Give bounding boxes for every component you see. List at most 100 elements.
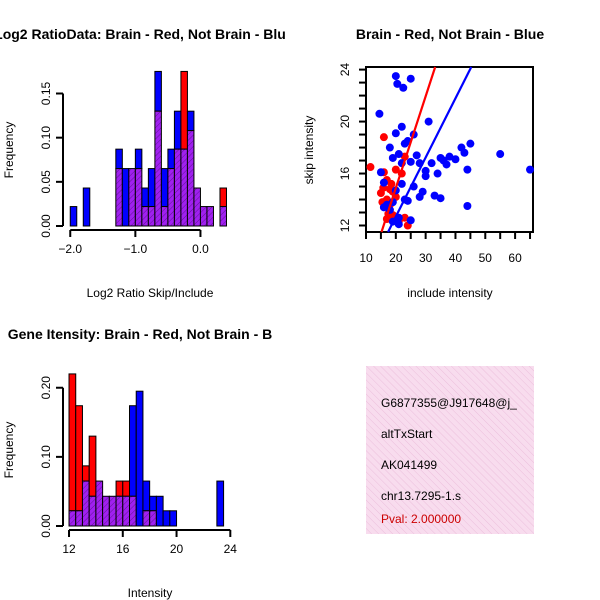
not-brain-point — [463, 165, 472, 174]
not-brain-point — [391, 129, 400, 138]
overlap-hatching — [69, 510, 76, 526]
not-brain-point — [496, 150, 505, 159]
overlap-hatching — [82, 481, 90, 526]
y-axis-label: Frequency — [2, 422, 16, 479]
y-tick-label: 0.05 — [39, 170, 53, 194]
not-brain-point — [424, 117, 433, 126]
histogram-bar — [186, 110, 195, 132]
overlap-hatching — [115, 168, 123, 226]
x-tick-label: 20 — [170, 542, 184, 556]
histogram-bar — [216, 480, 225, 527]
not-brain-point — [451, 155, 460, 164]
not-brain-point — [379, 203, 388, 212]
overlap-hatching — [129, 496, 137, 526]
brain-point — [387, 179, 396, 188]
not-brain-point — [463, 202, 472, 211]
not-brain-point — [379, 178, 388, 187]
histogram-bars — [69, 70, 227, 227]
not-brain-point — [375, 109, 384, 118]
info-background — [366, 366, 534, 534]
y-tick-label: 16 — [338, 167, 352, 181]
overlap-hatching — [102, 496, 110, 526]
histogram-bar — [134, 148, 143, 170]
histogram-bar — [155, 495, 164, 527]
histogram-bar — [219, 187, 227, 208]
overlap-hatching — [95, 481, 103, 526]
histogram-bar — [115, 148, 123, 170]
x-axis: 12 16 20 24 — [62, 529, 237, 556]
overlap-hatching — [135, 168, 142, 226]
not-brain-point — [406, 216, 415, 225]
histogram-bar — [169, 510, 178, 527]
not-brain-point — [427, 159, 436, 168]
x-tick-label: 60 — [508, 251, 522, 265]
histogram-bar — [162, 510, 171, 527]
chart-title: Log2 RatioData: Brain - Red, Not Brain -… — [0, 26, 286, 42]
x-axis: −2.0 −1.0 0.0 — [58, 229, 209, 256]
not-brain-point — [376, 168, 385, 177]
brain-point — [400, 213, 409, 222]
histogram-bar — [129, 405, 137, 497]
histogram-bar — [69, 206, 78, 227]
overlap-hatching — [75, 510, 83, 526]
fit-lines — [380, 66, 473, 233]
log2-ratio-histogram: Log2 RatioData: Brain - Red, Not Brain -… — [0, 26, 286, 300]
not-brain-point — [526, 165, 535, 174]
not-brain-point — [393, 79, 402, 88]
not-brain-point — [442, 160, 451, 169]
y-tick-label: 20 — [338, 115, 352, 129]
histogram-bar — [135, 390, 144, 527]
event-type: altTxStart — [381, 427, 433, 441]
x-tick-label: 20 — [389, 251, 403, 265]
histogram-bar — [81, 465, 90, 482]
event-info-panel: G6877355@J917648@j_ altTxStart AK041499 … — [366, 366, 534, 534]
histogram-bar — [82, 187, 91, 227]
overlap-hatching — [206, 206, 214, 226]
overlap-hatching — [187, 130, 194, 226]
not-brain-point — [406, 157, 415, 166]
x-axis-label: Intensity — [128, 586, 173, 600]
x-axis-label: Log2 Ratio Skip/Include — [87, 286, 214, 300]
histogram-bar — [149, 495, 157, 512]
not-brain-point — [445, 152, 454, 161]
not-brain-fit-line — [387, 66, 473, 233]
x-tick-label: 0.0 — [192, 242, 209, 256]
gene-intensity-histogram: Gene Itensity: Brain - Red, Not Brain - … — [2, 326, 272, 600]
brain-fit-line — [380, 66, 437, 233]
histogram-bar — [173, 110, 182, 150]
y-tick-label: 0.00 — [39, 214, 53, 238]
not-brain-point — [394, 150, 403, 159]
overlap-hatching — [148, 206, 155, 226]
brain-point — [366, 163, 375, 172]
overlap-hatching — [180, 149, 188, 226]
overlap-hatching — [161, 206, 168, 226]
y-tick-label: 12 — [338, 219, 352, 233]
histogram-bar — [142, 480, 151, 512]
x-tick-label: −2.0 — [58, 242, 82, 256]
not-brain-point — [433, 169, 442, 178]
not-brain-point — [385, 143, 394, 152]
not-brain-point — [388, 153, 397, 162]
x-tick-label: 40 — [449, 251, 463, 265]
y-axis: 0.00 0.05 0.10 0.15 — [39, 81, 64, 238]
scatter-points — [366, 72, 535, 230]
histogram-bar — [160, 168, 169, 208]
not-brain-point — [399, 83, 408, 92]
y-tick-label: 0.10 — [39, 126, 53, 150]
overlap-hatching — [128, 168, 136, 226]
x-axis-label: include intensity — [407, 286, 492, 300]
x-tick-label: 12 — [62, 542, 76, 556]
not-brain-point — [436, 194, 445, 203]
not-brain-point — [397, 179, 406, 188]
y-axis: 12 16 20 24 — [338, 63, 366, 233]
overlap-hatching — [141, 206, 149, 226]
not-brain-point — [418, 187, 427, 196]
not-brain-point — [412, 151, 421, 160]
x-tick-label: 10 — [359, 251, 373, 265]
overlap-hatching — [200, 206, 207, 226]
not-brain-point — [394, 220, 403, 229]
x-tick-label: 30 — [419, 251, 433, 265]
histogram-bar — [147, 168, 156, 208]
histogram-bar — [167, 148, 175, 170]
